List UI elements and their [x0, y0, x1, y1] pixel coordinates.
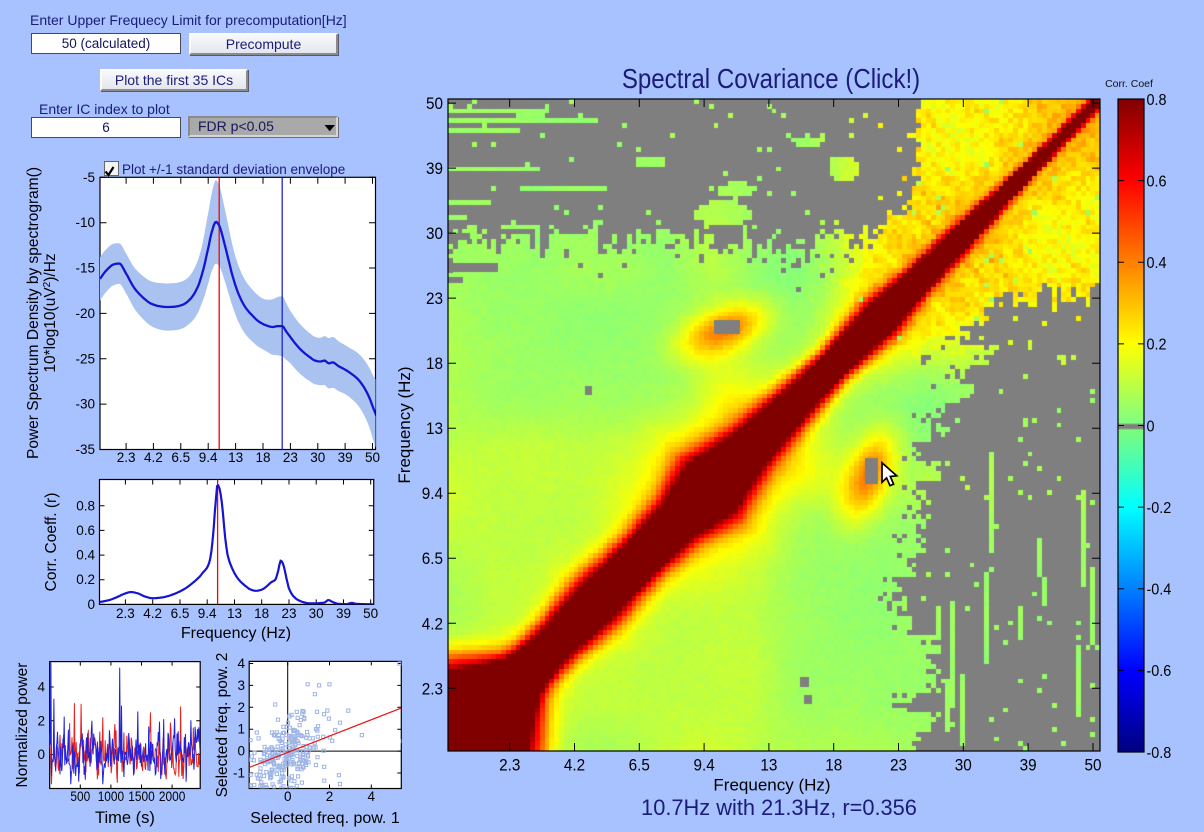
svg-text:Spectral Covariance (Click!): Spectral Covariance (Click!)	[622, 62, 920, 94]
svg-text:0: 0	[87, 597, 95, 612]
svg-text:2: 2	[37, 713, 45, 728]
svg-text:-15: -15	[75, 261, 95, 276]
svg-text:4.2: 4.2	[144, 450, 163, 465]
svg-text:-1: -1	[233, 766, 245, 781]
svg-text:9.4: 9.4	[693, 756, 714, 775]
svg-text:-0.2: -0.2	[1147, 499, 1172, 517]
svg-text:500: 500	[70, 788, 90, 804]
svg-text:13: 13	[227, 606, 242, 621]
svg-text:13: 13	[228, 450, 243, 465]
svg-text:Frequency (Hz): Frequency (Hz)	[181, 625, 291, 642]
svg-text:0.2: 0.2	[1147, 336, 1167, 354]
svg-text:50: 50	[1084, 756, 1101, 775]
svg-text:23: 23	[281, 606, 296, 621]
svg-text:4.2: 4.2	[143, 606, 162, 621]
svg-text:0.8: 0.8	[1147, 91, 1167, 109]
svg-text:13: 13	[760, 756, 777, 775]
svg-text:Corr. Coef: Corr. Coef	[1105, 78, 1153, 90]
svg-text:18: 18	[825, 756, 842, 775]
svg-text:Frequency (Hz): Frequency (Hz)	[395, 366, 414, 483]
svg-text:6.5: 6.5	[171, 450, 190, 465]
svg-text:2.3: 2.3	[116, 606, 135, 621]
svg-text:2.3: 2.3	[422, 680, 443, 699]
svg-text:Normalized power: Normalized power	[14, 663, 31, 788]
svg-text:18: 18	[426, 354, 443, 373]
svg-text:18: 18	[254, 606, 269, 621]
svg-text:9.4: 9.4	[199, 450, 218, 465]
svg-text:Selected freq. pow. 2: Selected freq. pow. 2	[214, 653, 231, 798]
svg-text:Corr. Coeff. (r): Corr. Coeff. (r)	[43, 493, 60, 592]
svg-text:2.3: 2.3	[499, 756, 520, 775]
svg-text:2000: 2000	[159, 788, 185, 804]
svg-text:-0.8: -0.8	[1147, 744, 1172, 762]
svg-text:1500: 1500	[128, 788, 154, 804]
svg-text:Power Spectrum Density by spec: Power Spectrum Density by spectrogram()	[25, 167, 42, 459]
svg-text:30: 30	[426, 224, 443, 243]
svg-text:0: 0	[1147, 418, 1155, 436]
svg-text:6.5: 6.5	[171, 606, 190, 621]
svg-text:3: 3	[237, 678, 245, 693]
svg-text:-25: -25	[75, 351, 95, 366]
svg-text:-20: -20	[75, 306, 95, 321]
svg-text:10*log10(uV2)/Hz: 10*log10(uV2)/Hz	[42, 253, 59, 372]
svg-text:39: 39	[426, 159, 443, 178]
svg-text:Frequency (Hz): Frequency (Hz)	[713, 776, 830, 795]
svg-text:39: 39	[336, 606, 351, 621]
svg-text:0.4: 0.4	[1147, 254, 1168, 272]
svg-text:-5: -5	[83, 170, 95, 185]
svg-text:50: 50	[426, 94, 443, 113]
svg-text:18: 18	[255, 450, 270, 465]
svg-text:10.7Hz with 21.3Hz, r=0.356: 10.7Hz with 21.3Hz, r=0.356	[641, 795, 917, 820]
svg-text:4: 4	[237, 656, 245, 671]
svg-text:23: 23	[283, 450, 298, 465]
svg-text:39: 39	[1020, 756, 1037, 775]
svg-text:30: 30	[309, 606, 324, 621]
svg-text:9.4: 9.4	[198, 606, 217, 621]
svg-text:-30: -30	[75, 397, 95, 412]
svg-text:0.8: 0.8	[76, 498, 95, 513]
svg-text:0: 0	[37, 747, 45, 762]
svg-text:-35: -35	[75, 442, 95, 457]
svg-text:1000: 1000	[98, 788, 124, 804]
svg-text:9.4: 9.4	[422, 484, 443, 503]
svg-text:6.5: 6.5	[422, 549, 443, 568]
svg-text:13: 13	[426, 419, 443, 438]
svg-text:0.6: 0.6	[76, 523, 95, 538]
svg-text:-10: -10	[75, 215, 95, 230]
svg-text:2.3: 2.3	[117, 450, 136, 465]
svg-text:1: 1	[237, 722, 245, 737]
svg-text:23: 23	[426, 289, 443, 308]
svg-text:23: 23	[890, 756, 907, 775]
svg-text:4.2: 4.2	[422, 615, 443, 634]
svg-text:2: 2	[237, 700, 245, 715]
svg-text:30: 30	[955, 756, 972, 775]
svg-text:50: 50	[365, 450, 380, 465]
svg-text:4: 4	[37, 680, 45, 695]
svg-text:0.2: 0.2	[76, 572, 95, 587]
svg-text:2: 2	[326, 789, 334, 804]
svg-text:4.2: 4.2	[564, 756, 585, 775]
svg-text:6.5: 6.5	[629, 756, 650, 775]
svg-text:50: 50	[363, 606, 378, 621]
svg-text:0.4: 0.4	[76, 548, 95, 563]
svg-text:0: 0	[237, 744, 245, 759]
svg-text:Selected freq. pow. 1: Selected freq. pow. 1	[250, 810, 400, 827]
svg-text:-0.4: -0.4	[1147, 581, 1172, 599]
svg-text:30: 30	[310, 450, 325, 465]
svg-text:0: 0	[284, 789, 292, 804]
svg-text:-0.6: -0.6	[1147, 663, 1172, 681]
svg-text:0.6: 0.6	[1147, 173, 1167, 191]
svg-text:4: 4	[368, 789, 376, 804]
svg-text:39: 39	[338, 450, 353, 465]
svg-text:Time (s): Time (s)	[95, 809, 155, 827]
